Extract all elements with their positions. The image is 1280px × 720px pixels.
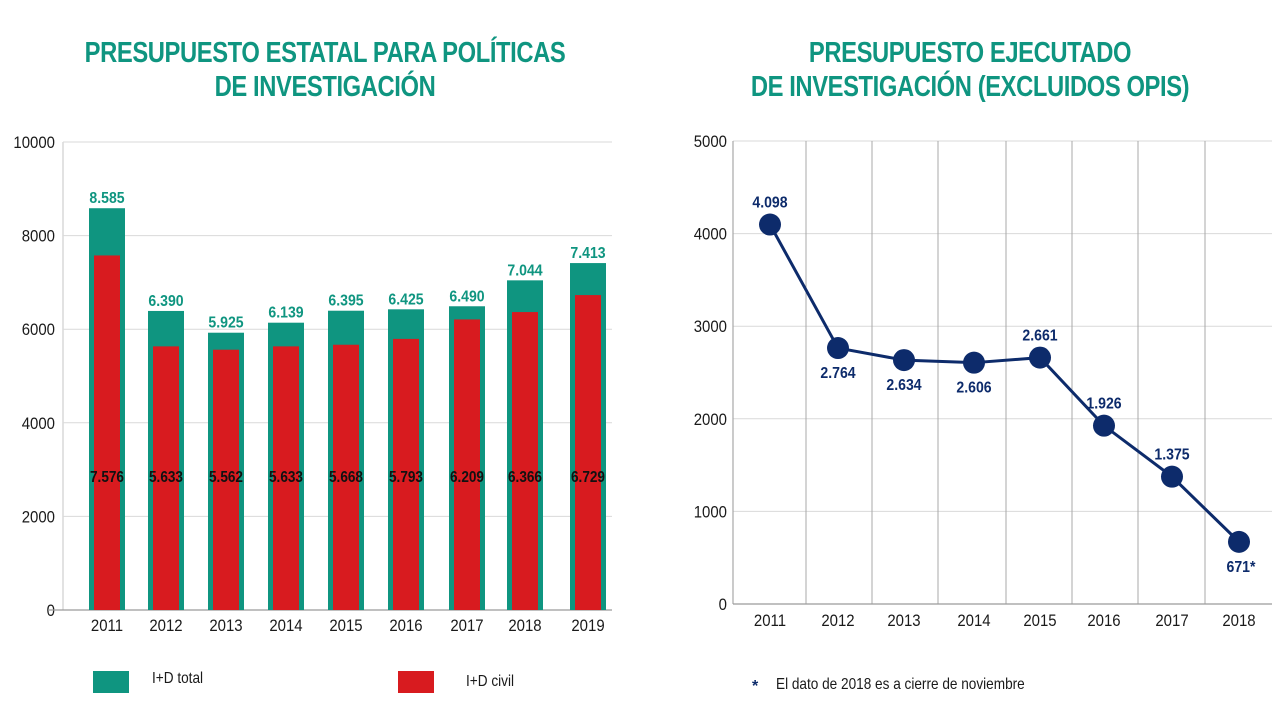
data-point-2014 <box>963 351 985 374</box>
data-label-total: 6.395 <box>328 292 363 310</box>
bar-civil-2015 <box>333 344 359 610</box>
legend-swatch-total <box>93 671 129 693</box>
y-tick-label: 0 <box>719 596 727 614</box>
y-tick-label: 4000 <box>694 226 727 244</box>
bar-civil-2019 <box>575 295 601 610</box>
bar-civil-2011 <box>94 255 120 610</box>
data-label-total: 6.139 <box>268 304 303 322</box>
bar-civil-2016 <box>393 338 419 610</box>
data-label-civil: 5.793 <box>389 469 423 486</box>
data-label: 671* <box>1227 558 1256 576</box>
bar-chart-title: PRESUPUESTO ESTATAL PARA POLÍTICAS DE IN… <box>42 36 608 104</box>
data-label-civil: 6.209 <box>450 469 484 486</box>
x-tick-label: 2015 <box>329 617 362 635</box>
x-tick-label: 2018 <box>508 617 541 635</box>
bar-civil-2018 <box>512 312 538 610</box>
data-label: 2.764 <box>820 364 856 382</box>
y-tick-label: 5000 <box>694 133 727 151</box>
x-tick-label: 2017 <box>1155 612 1188 630</box>
line-chart-title-line-2: DE INVESTIGACIÓN (EXCLUIDOS OPIS) <box>750 71 1190 103</box>
y-tick-label: 10000 <box>13 134 55 152</box>
data-label-civil: 6.366 <box>508 469 542 486</box>
data-label: 1.926 <box>1086 395 1121 413</box>
y-tick-label: 3000 <box>694 318 727 336</box>
data-point-2013 <box>893 349 915 372</box>
y-tick-label: 2000 <box>694 411 727 429</box>
bar-civil-2014 <box>273 346 299 610</box>
line-chart-title-line-1: PRESUPUESTO EJECUTADO <box>808 37 1132 69</box>
data-point-2012 <box>827 337 849 360</box>
data-point-2015 <box>1029 346 1051 369</box>
data-point-2018 <box>1228 530 1250 553</box>
data-point-2017 <box>1161 465 1183 488</box>
x-tick-label: 2011 <box>91 617 123 635</box>
y-tick-label: 8000 <box>22 228 55 246</box>
data-label-total: 7.413 <box>570 244 605 262</box>
x-tick-label: 2012 <box>149 617 182 635</box>
data-label: 2.634 <box>886 376 922 394</box>
data-label-total: 8.585 <box>89 189 124 207</box>
y-tick-label: 2000 <box>22 509 55 527</box>
data-point-2011 <box>759 213 781 236</box>
x-tick-label: 2013 <box>209 617 242 635</box>
data-label-civil: 7.576 <box>90 469 124 486</box>
data-label-civil: 5.562 <box>209 469 243 486</box>
data-label-total: 6.390 <box>148 292 183 310</box>
x-tick-label: 2014 <box>269 617 302 635</box>
bar-civil-2012 <box>153 346 179 610</box>
data-label-civil: 6.729 <box>571 469 605 486</box>
data-label-civil: 5.668 <box>329 469 363 486</box>
y-tick-label: 6000 <box>22 321 55 339</box>
bar-chart-title-line-1: PRESUPUESTO ESTATAL PARA POLÍTICAS <box>84 37 566 69</box>
x-tick-label: 2011 <box>754 612 786 630</box>
bar-chart: 0 2000 4000 6000 8000 10000 8.585 7.576 2011 6.39… <box>13 134 612 635</box>
line-chart: 0 1000 2000 3000 4000 5000 4.098 2.764 2.634 2.60… <box>694 133 1272 630</box>
legend-swatch-civil <box>398 671 434 693</box>
x-tick-label: 2018 <box>1222 612 1255 630</box>
data-label: 2.661 <box>1022 327 1057 345</box>
x-tick-label: 2015 <box>1023 612 1056 630</box>
data-label: 2.606 <box>956 379 991 397</box>
data-label-total: 6.425 <box>388 291 423 309</box>
x-tick-label: 2012 <box>821 612 854 630</box>
footnote-text: El dato de 2018 es a cierre de noviembre <box>776 676 1025 693</box>
data-label-total: 7.044 <box>507 262 543 280</box>
data-label: 1.375 <box>1154 446 1189 464</box>
bar-civil-2017 <box>454 319 480 610</box>
data-label-total: 6.490 <box>449 287 484 305</box>
x-tick-label: 2016 <box>1087 612 1120 630</box>
data-label-total: 5.925 <box>208 314 243 332</box>
bar-civil-2013 <box>213 349 239 610</box>
x-tick-label: 2013 <box>887 612 920 630</box>
y-tick-label: 1000 <box>694 504 727 522</box>
data-point-2016 <box>1093 414 1115 437</box>
footnote-marker: * <box>752 678 759 695</box>
x-tick-label: 2019 <box>571 617 604 635</box>
data-label: 4.098 <box>752 194 787 212</box>
x-tick-label: 2014 <box>957 612 990 630</box>
series-line <box>768 223 1241 543</box>
x-tick-label: 2016 <box>389 617 422 635</box>
legend-label-civil: I+D civil <box>466 673 514 690</box>
y-tick-label: 4000 <box>22 415 55 433</box>
x-tick-label: 2017 <box>450 617 483 635</box>
line-chart-title: PRESUPUESTO EJECUTADO DE INVESTIGACIÓN (… <box>679 36 1261 104</box>
data-label-civil: 5.633 <box>269 469 303 486</box>
legend-label-total: I+D total <box>152 670 204 687</box>
bar-chart-title-line-2: DE INVESTIGACIÓN <box>214 71 436 103</box>
data-label-civil: 5.633 <box>149 469 183 486</box>
y-tick-label: 0 <box>47 602 55 620</box>
